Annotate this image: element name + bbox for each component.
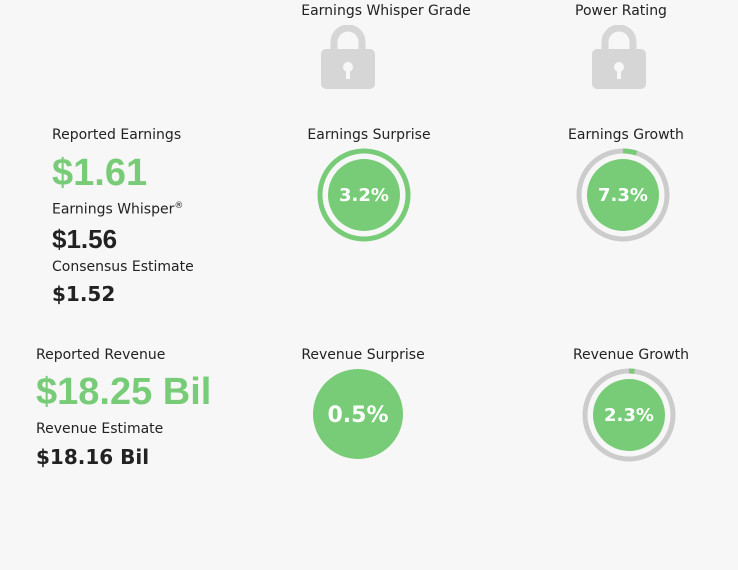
reported-earnings-label: Reported Earnings <box>52 127 182 143</box>
consensus-estimate-value: $1.52 <box>52 282 116 306</box>
earnings-surprise-value: 3.2% <box>339 184 389 206</box>
reported-revenue-label: Reported Revenue <box>36 347 166 363</box>
earnings-surprise-gauge: 3.2% <box>316 147 412 243</box>
earnings-growth-value: 7.3% <box>598 184 648 206</box>
reported-earnings-value: $1.61 <box>52 152 148 194</box>
revenue-estimate-value: $18.16 Bil <box>36 445 150 469</box>
gauge-ring <box>317 148 411 242</box>
registered-mark: ® <box>174 201 184 211</box>
consensus-estimate-label: Consensus Estimate <box>52 259 194 275</box>
revenue-surprise-label: Revenue Surprise <box>301 347 425 363</box>
revenue-surprise-value: 0.5% <box>327 402 389 428</box>
gauge-core <box>587 159 659 231</box>
lock-icon <box>321 24 375 89</box>
gauge-progress-arc <box>582 368 676 462</box>
earnings-growth-label: Earnings Growth <box>568 127 684 143</box>
whisper-grade-label: Earnings Whisper Grade <box>301 3 471 19</box>
revenue-growth-label: Revenue Growth <box>572 347 690 363</box>
revenue-growth-value: 2.3% <box>604 404 654 426</box>
earnings-surprise-label: Earnings Surprise <box>307 127 431 143</box>
revenue-surprise-gauge: 0.5% <box>311 367 407 463</box>
earnings-whisper-label: Earnings Whisper® <box>52 201 184 218</box>
gauge-core <box>313 369 403 459</box>
revenue-estimate-label: Revenue Estimate <box>36 421 164 437</box>
gauge-core <box>593 379 665 451</box>
power-rating-label: Power Rating <box>575 3 667 19</box>
reported-revenue-value: $18.25 Bil <box>36 371 212 413</box>
revenue-growth-gauge: 2.3% <box>581 367 677 463</box>
gauge-progress-arc <box>576 148 670 242</box>
earnings-growth-gauge: 7.3% <box>575 147 671 243</box>
gauge-core <box>328 159 400 231</box>
earnings-whisper-value: $1.56 <box>52 224 118 254</box>
lock-icon <box>592 24 646 89</box>
